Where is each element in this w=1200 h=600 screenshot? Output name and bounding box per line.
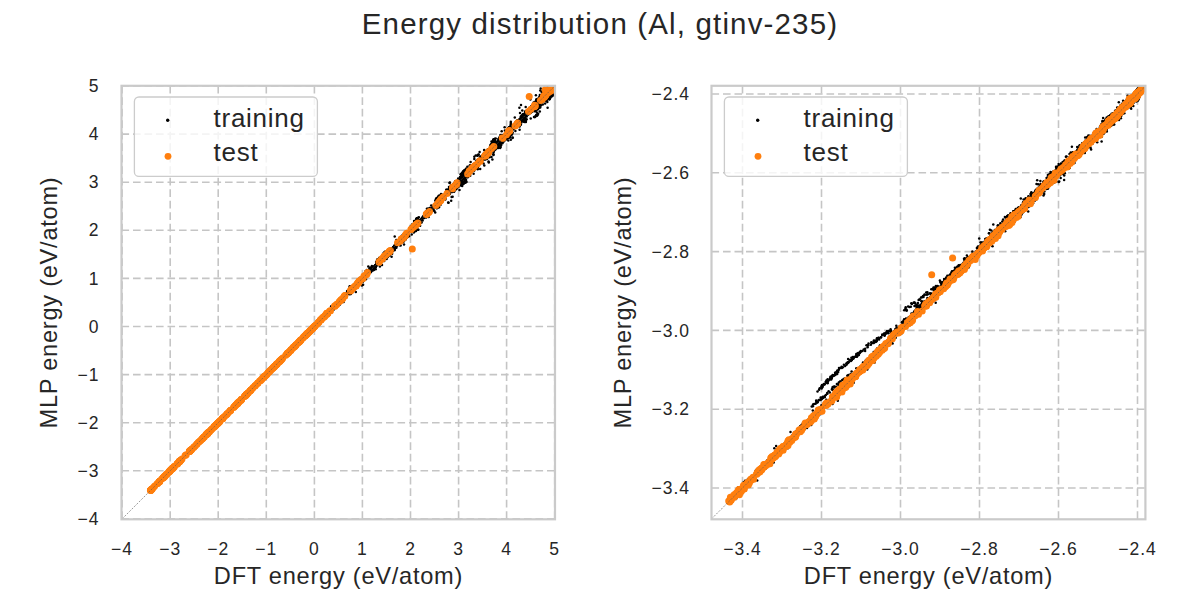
svg-text:−3.2: −3.2 [802,539,841,559]
svg-text:−2.4: −2.4 [1118,539,1157,559]
svg-text:0: 0 [89,317,100,337]
svg-text:−3: −3 [159,539,181,559]
svg-text:−2.4: −2.4 [651,84,690,104]
svg-text:training: training [804,103,895,133]
svg-text:−1: −1 [78,365,100,385]
svg-text:1: 1 [357,539,368,559]
svg-text:−2.6: −2.6 [1039,539,1078,559]
svg-text:−4: −4 [111,539,133,559]
svg-text:−3.0: −3.0 [881,539,920,559]
svg-text:4: 4 [501,539,512,559]
svg-text:training: training [214,103,305,133]
svg-text:4: 4 [89,124,100,144]
svg-text:−2: −2 [78,413,100,433]
svg-text:−3.0: −3.0 [651,321,690,341]
svg-text:MLP energy (eV/atom): MLP energy (eV/atom) [610,177,636,429]
svg-text:5: 5 [549,539,560,559]
svg-text:−3.2: −3.2 [651,399,690,419]
svg-text:2: 2 [405,539,416,559]
svg-text:−2.8: −2.8 [651,242,690,262]
svg-text:test: test [214,137,259,167]
svg-text:−3: −3 [78,461,100,481]
svg-text:−2.8: −2.8 [960,539,999,559]
svg-text:0: 0 [309,539,320,559]
svg-text:test: test [804,137,849,167]
svg-text:1: 1 [89,269,100,289]
svg-text:−2: −2 [207,539,229,559]
svg-text:−1: −1 [255,539,277,559]
svg-text:−2.6: −2.6 [651,163,690,183]
svg-text:MLP energy (eV/atom): MLP energy (eV/atom) [36,177,62,429]
svg-text:DFT energy (eV/atom): DFT energy (eV/atom) [804,563,1053,589]
svg-text:5: 5 [89,76,100,96]
svg-text:DFT energy (eV/atom): DFT energy (eV/atom) [214,563,463,589]
svg-text:−3.4: −3.4 [651,478,690,498]
svg-text:3: 3 [89,172,100,192]
svg-text:−3.4: −3.4 [723,539,762,559]
svg-text:−4: −4 [78,509,100,529]
svg-text:2: 2 [89,220,100,240]
svg-text:Energy distribution (Al, gtinv: Energy distribution (Al, gtinv-235) [362,7,838,40]
svg-text:3: 3 [453,539,464,559]
